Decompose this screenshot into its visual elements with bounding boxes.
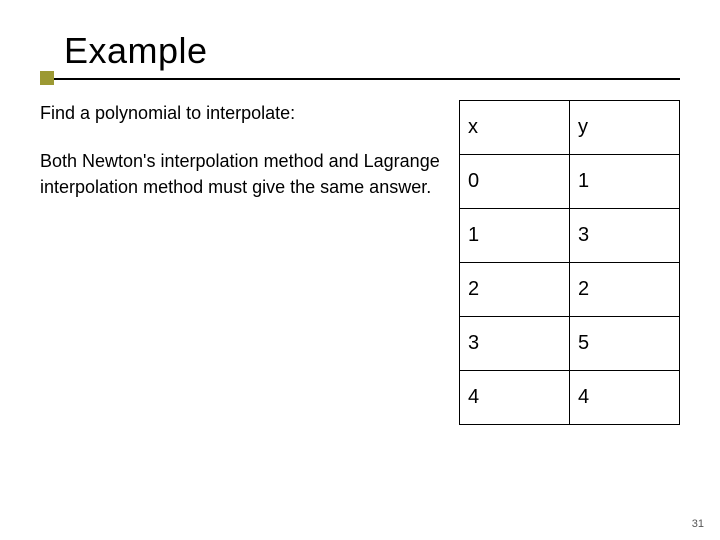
page-number: 31 <box>692 518 704 530</box>
table-row: 3 5 <box>460 317 680 371</box>
title-divider <box>40 78 680 80</box>
table-cell: 3 <box>570 209 680 263</box>
slide-title: Example <box>64 30 208 72</box>
body-paragraph: Both Newton's interpolation method and L… <box>40 148 449 200</box>
table-cell: 1 <box>570 155 680 209</box>
table-cell: 1 <box>460 209 570 263</box>
table-row: 1 3 <box>460 209 680 263</box>
title-row: Example <box>40 30 680 72</box>
table-cell: 2 <box>570 263 680 317</box>
right-column: x y 0 1 1 3 2 2 3 5 <box>459 100 680 425</box>
title-bullet-icon <box>40 71 54 85</box>
table-cell: 2 <box>460 263 570 317</box>
body: Find a polynomial to interpolate: Both N… <box>40 100 680 425</box>
intro-text: Find a polynomial to interpolate: <box>40 100 449 126</box>
table-cell: 3 <box>460 317 570 371</box>
table-cell: 4 <box>460 371 570 425</box>
table-header-y: y <box>570 101 680 155</box>
table-row: 0 1 <box>460 155 680 209</box>
table-row: 4 4 <box>460 371 680 425</box>
slide: Example Find a polynomial to interpolate… <box>0 0 720 540</box>
data-table: x y 0 1 1 3 2 2 3 5 <box>459 100 680 425</box>
table-cell: 5 <box>570 317 680 371</box>
table-header-x: x <box>460 101 570 155</box>
table-row: x y <box>460 101 680 155</box>
table-cell: 4 <box>570 371 680 425</box>
table-row: 2 2 <box>460 263 680 317</box>
table-cell: 0 <box>460 155 570 209</box>
left-column: Find a polynomial to interpolate: Both N… <box>40 100 449 425</box>
